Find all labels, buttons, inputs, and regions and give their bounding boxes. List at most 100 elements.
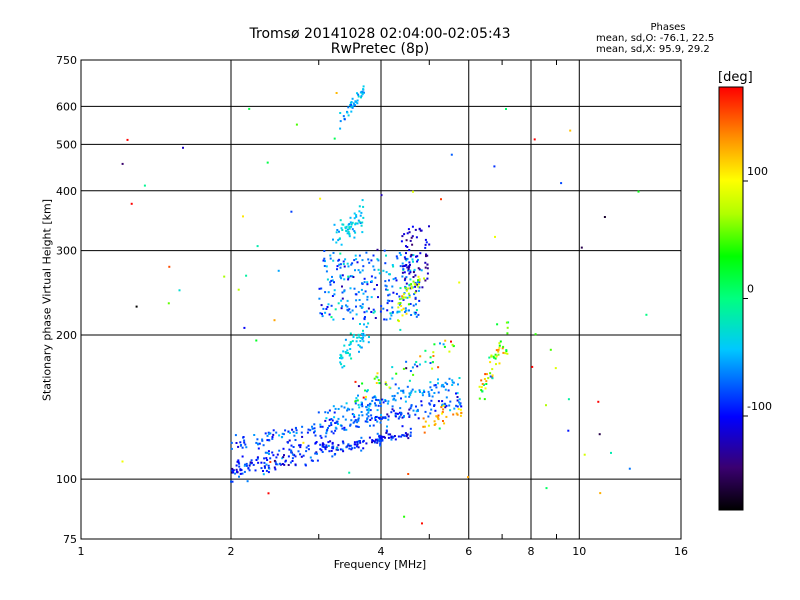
echo-point xyxy=(256,456,259,459)
echo-point xyxy=(340,357,343,360)
echo-point xyxy=(391,300,394,303)
echo-point xyxy=(342,350,345,353)
echo-point xyxy=(395,279,398,282)
echo-point xyxy=(404,296,407,299)
echo-point xyxy=(325,444,328,447)
echo-point xyxy=(360,95,363,98)
echo-point xyxy=(597,400,600,403)
echo-point xyxy=(409,287,412,290)
echo-point xyxy=(319,434,322,437)
echo-point xyxy=(430,408,433,411)
echo-point xyxy=(359,222,362,224)
echo-point xyxy=(322,307,325,310)
echo-point xyxy=(359,323,361,325)
echo-point xyxy=(412,276,415,278)
echo-point xyxy=(356,399,359,402)
colorbar-tick-label: -100 xyxy=(747,400,772,413)
echo-point xyxy=(415,255,417,258)
echo-point xyxy=(354,419,357,422)
echo-point xyxy=(386,402,389,405)
echo-point xyxy=(357,417,360,420)
echo-point xyxy=(433,343,436,346)
echo-point xyxy=(358,254,361,257)
echo-point xyxy=(545,404,547,407)
echo-point xyxy=(241,455,244,458)
echo-point xyxy=(400,435,403,438)
echo-point xyxy=(268,439,271,442)
echo-point xyxy=(412,280,415,283)
echo-point xyxy=(398,298,401,301)
echo-point xyxy=(374,417,377,420)
echo-point xyxy=(341,297,344,300)
echo-point xyxy=(262,470,264,472)
echo-point xyxy=(291,428,294,431)
echo-point xyxy=(266,439,269,442)
echo-point xyxy=(241,446,244,449)
echo-point xyxy=(411,286,414,289)
echo-point xyxy=(437,382,439,385)
echo-point xyxy=(384,280,387,283)
echo-point xyxy=(359,271,362,274)
echo-point xyxy=(326,306,329,308)
echo-point xyxy=(377,379,380,382)
echo-point xyxy=(374,317,377,319)
echo-point xyxy=(339,266,342,269)
x-axis-label: Frequency [MHz] xyxy=(333,558,427,571)
echo-point xyxy=(404,311,407,313)
echo-point xyxy=(495,355,498,358)
echo-point xyxy=(357,446,360,449)
echo-point xyxy=(451,343,454,346)
echo-point xyxy=(447,389,450,392)
echo-point xyxy=(376,441,379,444)
echo-point xyxy=(403,515,406,518)
echo-point xyxy=(255,441,258,444)
echo-point xyxy=(289,431,291,434)
echo-point xyxy=(353,443,356,446)
colorbar-tick-label: 0 xyxy=(747,283,754,296)
echo-point xyxy=(337,444,340,447)
echo-point xyxy=(366,408,369,411)
echo-point xyxy=(493,165,496,168)
echo-point xyxy=(444,388,447,391)
echo-point xyxy=(356,92,358,95)
echo-point xyxy=(345,304,347,307)
echo-point xyxy=(497,353,500,356)
echo-point xyxy=(382,269,385,272)
echo-point xyxy=(491,377,494,380)
echo-point xyxy=(333,411,336,414)
echo-point xyxy=(378,434,381,437)
echo-point xyxy=(238,462,241,465)
echo-point xyxy=(376,372,379,375)
echo-point xyxy=(458,401,461,404)
echo-point xyxy=(401,235,404,238)
echo-point xyxy=(371,439,374,442)
echo-point xyxy=(332,251,335,254)
echo-point xyxy=(456,392,459,395)
echo-point xyxy=(333,293,336,296)
echo-point xyxy=(398,415,401,418)
echo-point xyxy=(560,182,563,185)
echo-point xyxy=(346,299,349,302)
echo-point xyxy=(368,336,370,338)
echo-point xyxy=(307,444,310,447)
echo-point xyxy=(300,455,303,458)
echo-point xyxy=(267,464,270,467)
echo-point xyxy=(234,434,237,437)
echo-point xyxy=(358,220,361,223)
echo-point xyxy=(355,340,358,343)
echo-point xyxy=(264,432,267,435)
echo-point xyxy=(496,323,499,326)
echo-point xyxy=(409,407,412,410)
echo-point xyxy=(402,298,405,301)
echo-point xyxy=(330,316,333,319)
echo-point xyxy=(387,294,390,297)
echo-point xyxy=(263,457,266,460)
echo-point xyxy=(456,396,459,398)
echo-point xyxy=(350,106,353,109)
echo-point xyxy=(402,390,404,393)
echo-point xyxy=(340,299,343,302)
echo-point xyxy=(419,391,421,393)
echo-point xyxy=(389,317,392,320)
echo-point xyxy=(645,313,648,316)
echo-point xyxy=(366,389,369,392)
